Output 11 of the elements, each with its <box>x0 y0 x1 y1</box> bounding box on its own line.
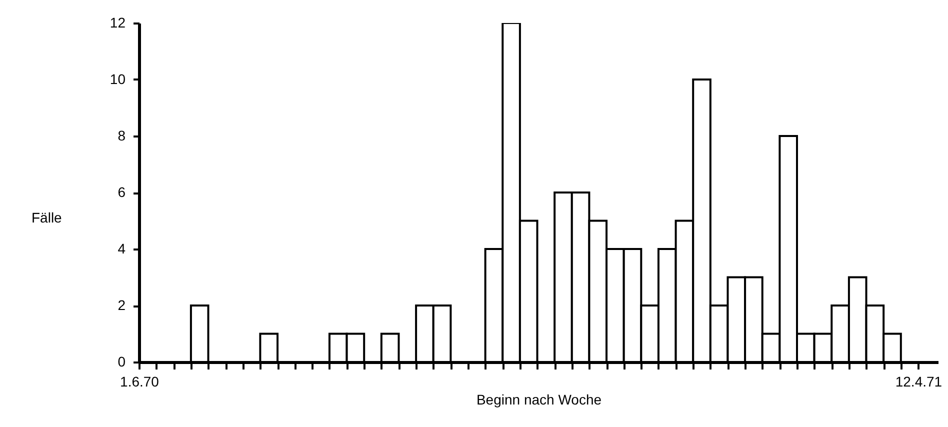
x-tick-label: 1.6.70 <box>120 374 160 390</box>
y-tick-label: 8 <box>118 128 126 144</box>
x-axis-title: Beginn nach Woche <box>476 392 602 408</box>
y-tick-label: 0 <box>118 354 126 370</box>
y-tick-label: 10 <box>110 71 126 87</box>
y-tick-label: 2 <box>118 297 126 313</box>
y-axis-title: Fälle <box>32 210 62 226</box>
y-tick-label: 12 <box>110 14 126 30</box>
y-tick-label: 4 <box>118 240 126 256</box>
x-tick-label: 12.4.71 <box>895 374 942 390</box>
y-tick-label: 6 <box>118 184 126 200</box>
